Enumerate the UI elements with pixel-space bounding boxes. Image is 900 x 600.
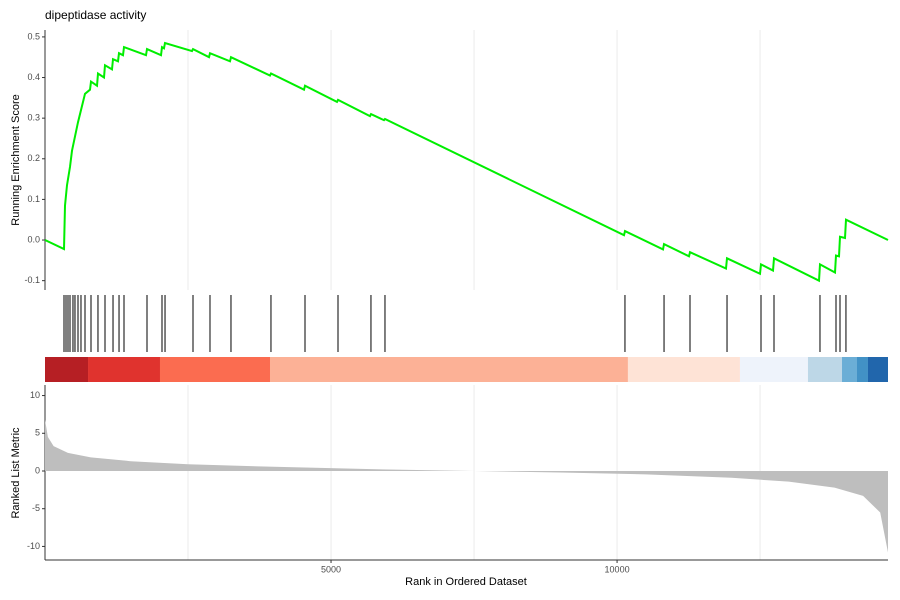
rank-band [807,357,843,382]
y-tick-label: -5 [32,503,40,513]
rank-band [88,357,160,382]
es-axis-label: Running Enrichment Score [10,94,22,225]
rank-band [159,357,270,382]
rank-band [627,357,740,382]
x-tick-label: 5000 [321,564,341,574]
y-tick-label: 5 [35,428,40,438]
x-axis-label: Rank in Ordered Dataset [405,576,527,588]
es-line [44,41,889,283]
y-tick-label: -10 [27,541,40,551]
rank-band [842,357,857,382]
rank-band [45,357,89,382]
metric-axis-label: Ranked List Metric [10,427,22,519]
metric-area [45,419,888,553]
y-tick-label: 0.1 [27,194,40,204]
y-tick-label: 10 [30,390,40,400]
rank-band [269,357,628,382]
y-tick-label: 0.4 [27,72,40,82]
rank-band [856,357,868,382]
rank-band [739,357,808,382]
x-tick-label: 10000 [605,564,630,574]
y-tick-label: 0.2 [27,153,40,163]
y-tick-label: 0 [35,465,40,475]
rank-band [867,357,888,382]
y-tick-label: 0.0 [27,234,40,244]
y-tick-label: 0.5 [27,31,40,41]
y-tick-label: 0.3 [27,113,40,123]
y-tick-label: -0.1 [24,275,40,285]
chart-title: dipeptidase activity [45,8,146,22]
